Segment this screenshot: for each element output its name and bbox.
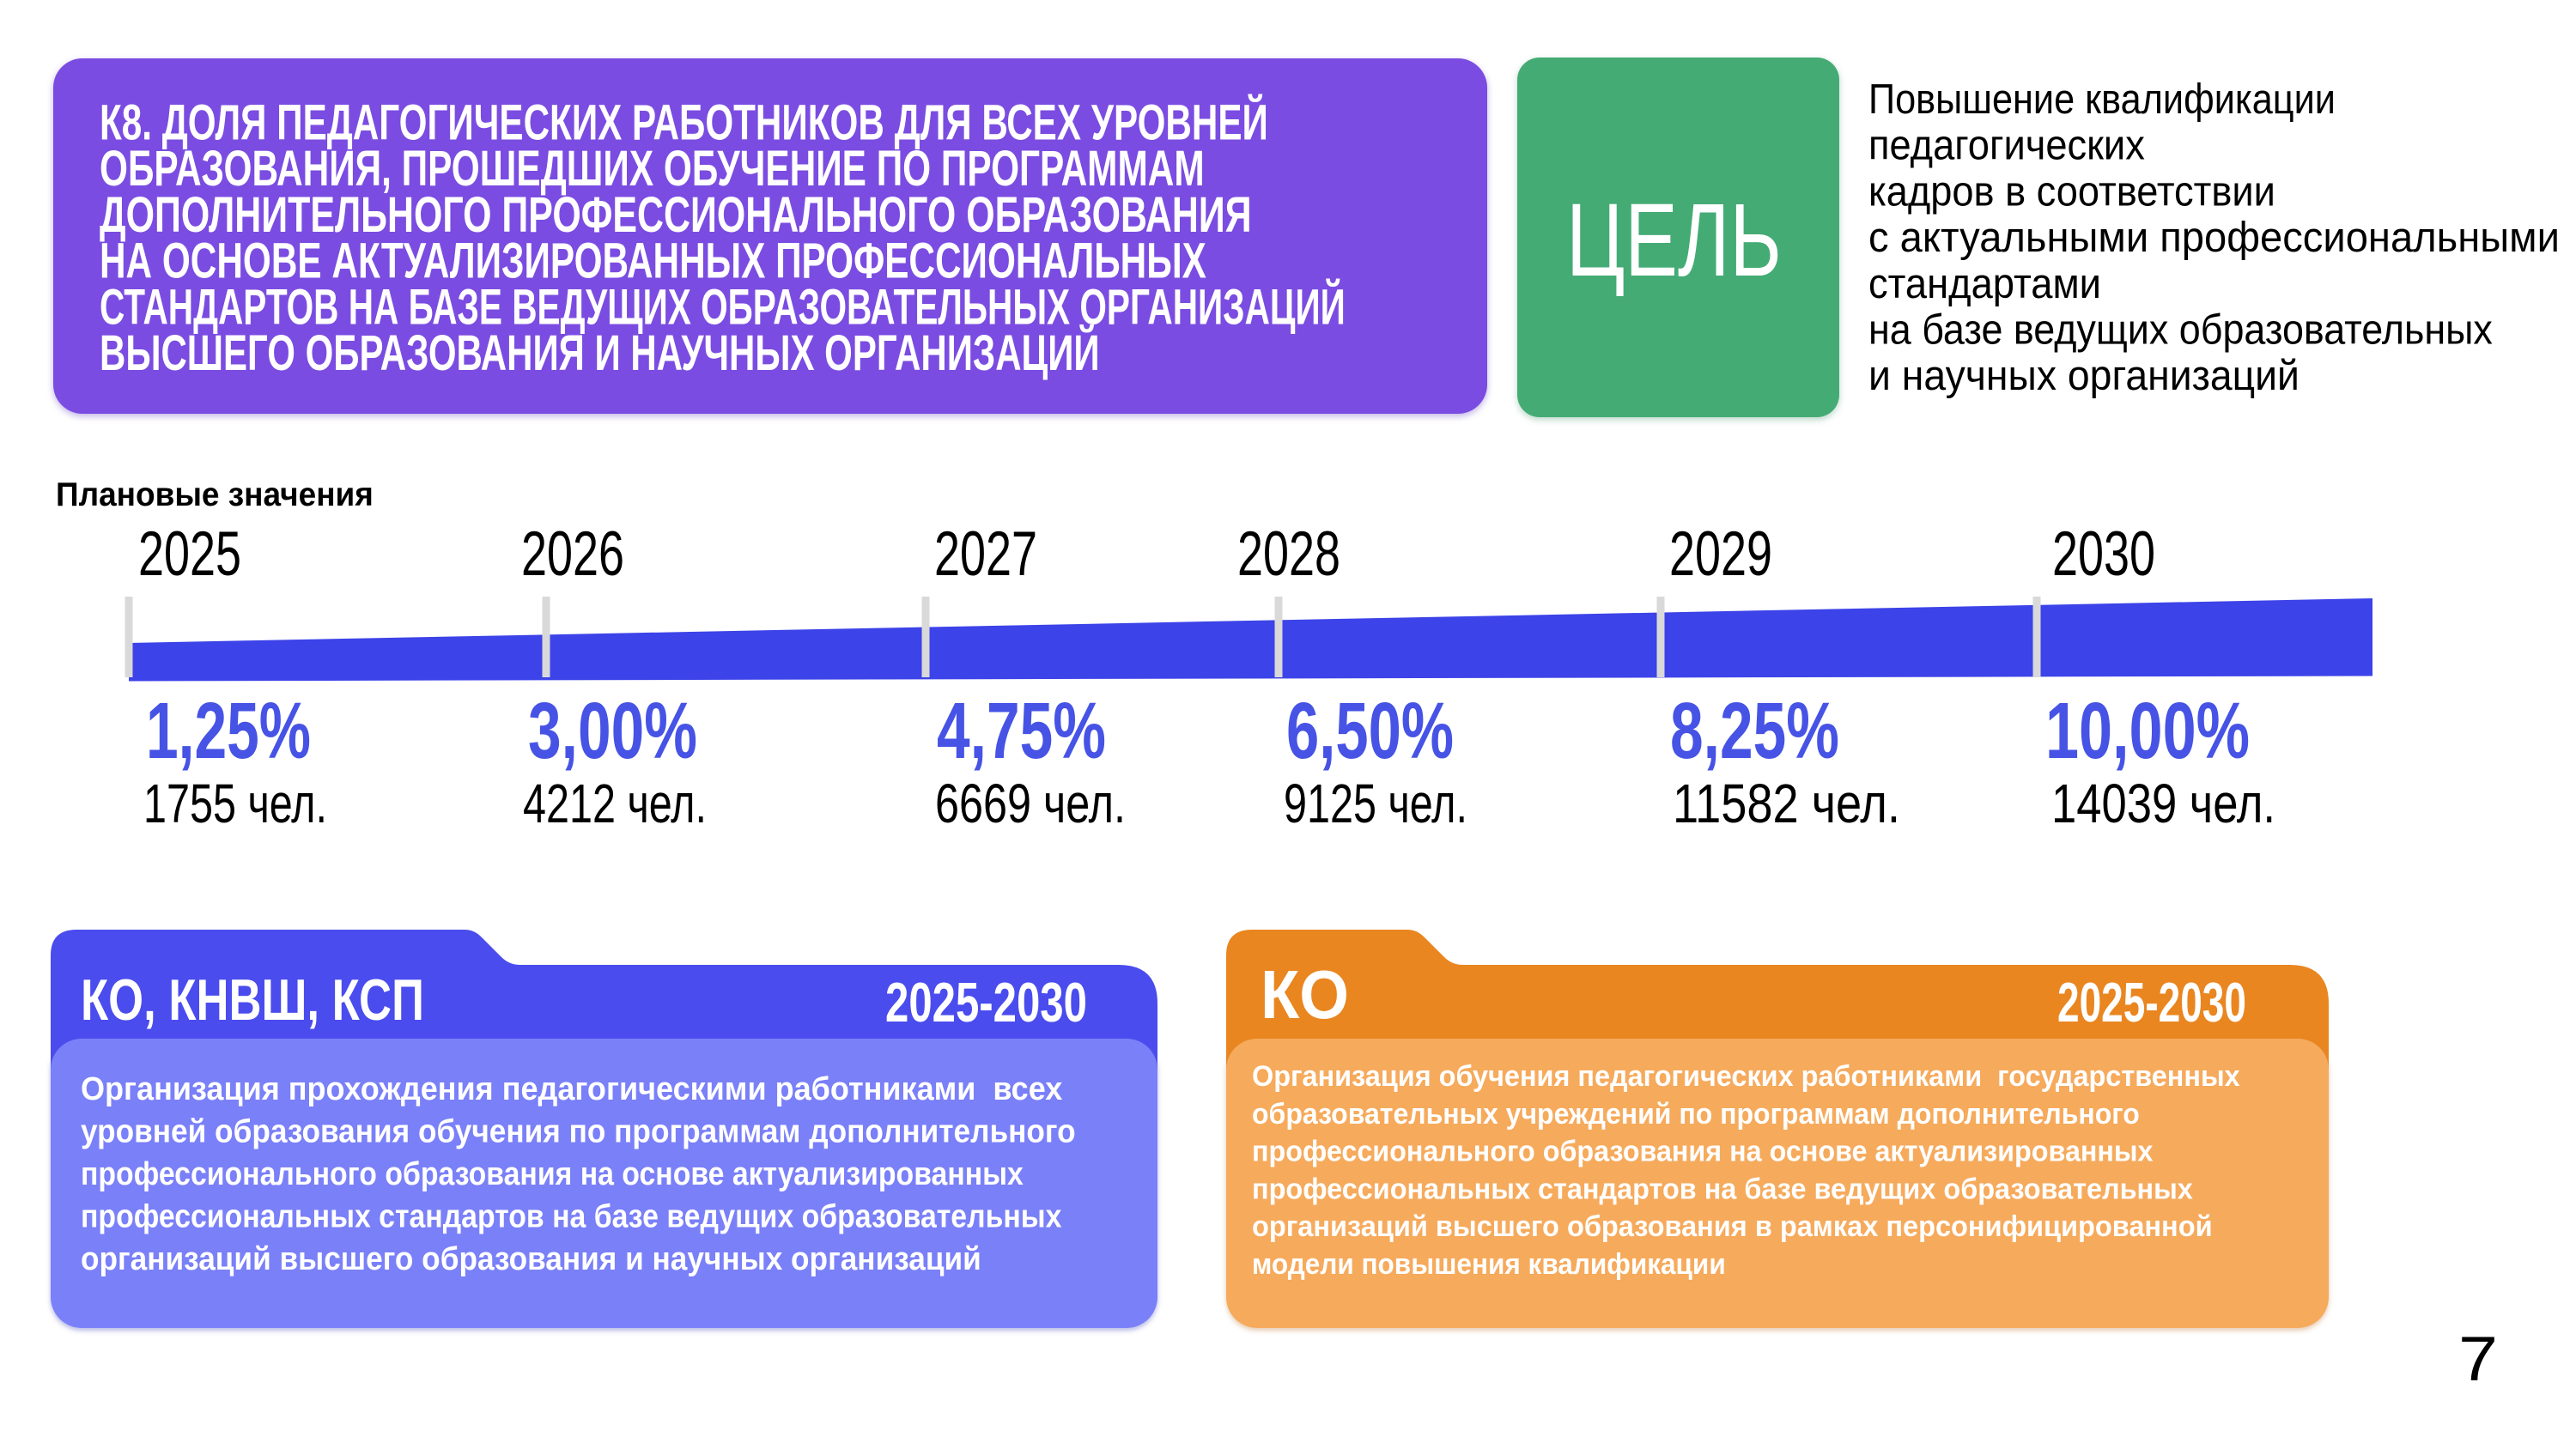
svg-text:КО, КНВШ, КСП: КО, КНВШ, КСП: [81, 967, 424, 1032]
svg-text:2029: 2029: [1669, 518, 1772, 589]
svg-text:4,75%: 4,75%: [937, 687, 1106, 775]
svg-text:К8. ДОЛЯ ПЕДАГОГИЧЕСКИХ РАБОТН: К8. ДОЛЯ ПЕДАГОГИЧЕСКИХ РАБОТНИКОВ ДЛЯ В…: [100, 94, 1268, 150]
svg-text:педагогических: педагогических: [1868, 121, 2145, 168]
svg-text:2025: 2025: [138, 518, 241, 589]
svg-text:7: 7: [2458, 1324, 2498, 1394]
svg-text:2028: 2028: [1237, 518, 1340, 589]
svg-text:образовательных учреждений по: образовательных учреждений по программам…: [1252, 1097, 2140, 1130]
svg-text:Организация обучения педагогич: Организация обучения педагогических рабо…: [1252, 1060, 2240, 1093]
svg-text:СТАНДАРТОВ НА БАЗЕ ВЕДУЩИХ ОБР: СТАНДАРТОВ НА БАЗЕ ВЕДУЩИХ ОБРАЗОВАТЕЛЬН…: [100, 278, 1346, 335]
svg-text:профессионального образования: профессионального образования на основе …: [1252, 1136, 2154, 1168]
svg-text:профессиональных стандартов на: профессиональных стандартов на базе веду…: [81, 1197, 1061, 1234]
svg-text:Организация прохождения педаго: Организация прохождения педагогическими …: [81, 1070, 1063, 1106]
svg-text:КО: КО: [1261, 956, 1349, 1033]
svg-text:1,25%: 1,25%: [146, 687, 311, 776]
svg-text:ВЫСШЕГО ОБРАЗОВАНИЯ И НАУЧНЫХ: ВЫСШЕГО ОБРАЗОВАНИЯ И НАУЧНЫХ ОРГАНИЗАЦИ…: [100, 324, 1100, 380]
svg-text:4212 чел.: 4212 чел.: [523, 774, 707, 835]
svg-text:Плановые значения: Плановые значения: [56, 476, 374, 513]
svg-text:2025-2030: 2025-2030: [2057, 971, 2246, 1034]
svg-text:6,50%: 6,50%: [1286, 687, 1454, 775]
svg-text:2027: 2027: [934, 518, 1037, 589]
svg-text:и научных организаций: и научных организаций: [1868, 353, 2300, 399]
svg-text:стандартами: стандартами: [1868, 260, 2101, 307]
svg-text:2026: 2026: [521, 518, 624, 589]
svg-text:3,00%: 3,00%: [528, 687, 697, 775]
svg-text:профессиональных стандартов на: профессиональных стандартов на базе веду…: [1252, 1173, 2193, 1206]
svg-text:ДОПОЛНИТЕЛЬНОГО ПРОФЕССИОНАЛЬН: ДОПОЛНИТЕЛЬНОГО ПРОФЕССИОНАЛЬНОГО ОБРАЗО…: [100, 187, 1252, 243]
svg-text:1755 чел.: 1755 чел.: [143, 774, 327, 835]
svg-text:9125 чел.: 9125 чел.: [1284, 774, 1467, 835]
svg-text:ЦЕЛЬ: ЦЕЛЬ: [1566, 182, 1782, 298]
svg-text:11582 чел.: 11582 чел.: [1673, 773, 1900, 834]
svg-text:профессионального образования: профессионального образования на основе …: [81, 1155, 1024, 1191]
svg-text:2025-2030: 2025-2030: [885, 972, 1087, 1034]
svg-text:организаций высшего образовани: организаций высшего образования и научны…: [81, 1240, 981, 1277]
svg-text:6669 чел.: 6669 чел.: [935, 773, 1126, 834]
svg-text:Повышение квалификации: Повышение квалификации: [1868, 75, 2336, 122]
svg-text:кадров в соответствии: кадров в соответствии: [1868, 167, 2275, 215]
svg-text:организаций высшего образовани: организаций высшего образования в рамках…: [1252, 1211, 2213, 1244]
svg-text:14039 чел.: 14039 чел.: [2051, 773, 2275, 834]
svg-text:ОБРАЗОВАНИЯ, ПРОШЕДШИХ ОБУЧЕНИ: ОБРАЗОВАНИЯ, ПРОШЕДШИХ ОБУЧЕНИЕ ПО ПРОГР…: [100, 141, 1205, 197]
svg-text:на базе ведущих образовательны: на базе ведущих образовательных: [1868, 306, 2493, 353]
svg-text:10,00%: 10,00%: [2045, 686, 2250, 775]
svg-text:2030: 2030: [2052, 518, 2155, 589]
svg-text:НА ОСНОВЕ АКТУАЛИЗИРОВАННЫХ ПР: НА ОСНОВЕ АКТУАЛИЗИРОВАННЫХ ПРОФЕССИОНАЛ…: [100, 233, 1206, 288]
svg-text:с актуальными профессиональным: с актуальными профессиональными: [1868, 214, 2560, 261]
svg-text:модели повышения квалификации: модели повышения квалификации: [1252, 1247, 1726, 1280]
svg-text:8,25%: 8,25%: [1670, 687, 1839, 775]
svg-text:уровней образования обучения п: уровней образования обучения по программ…: [81, 1113, 1076, 1149]
